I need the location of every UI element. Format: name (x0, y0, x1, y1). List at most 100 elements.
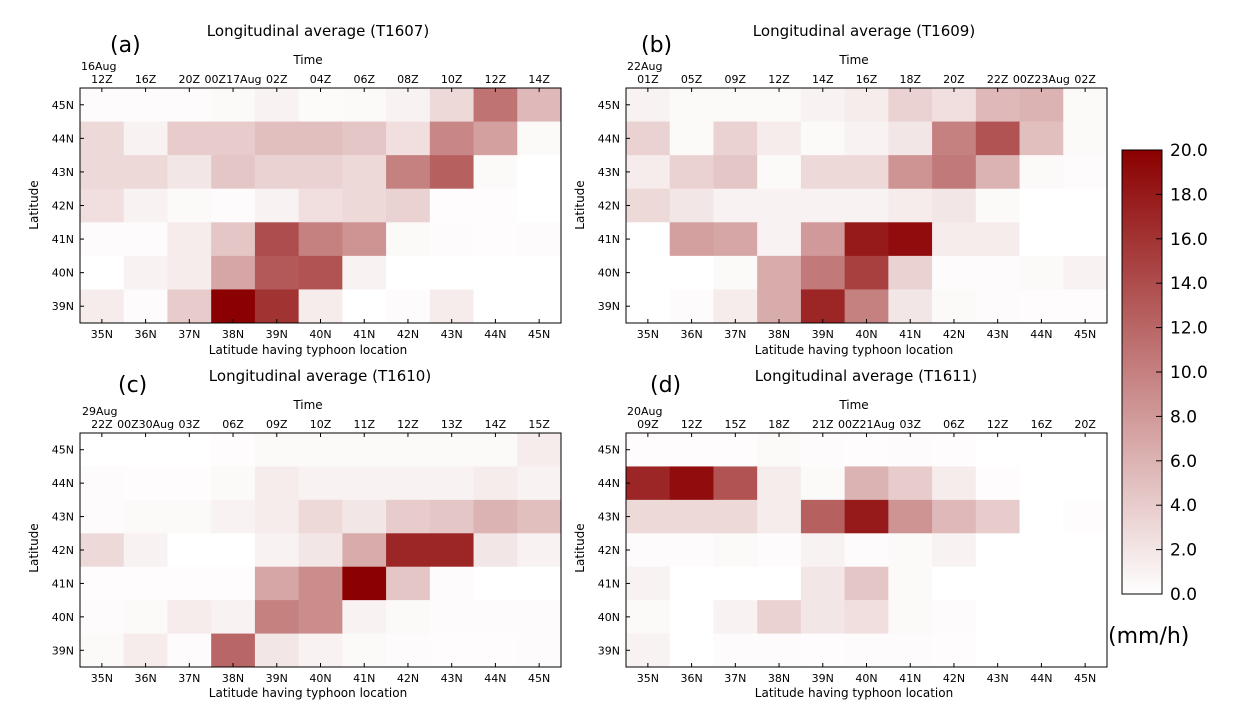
heatmap-cell (211, 255, 256, 290)
heatmap-cell (211, 155, 256, 190)
y-tick-label: 45N (52, 444, 74, 457)
colorbar-tick-label: 0.0 (1170, 585, 1197, 605)
heatmap-cell (254, 188, 300, 223)
x-tick-label: 44N (484, 328, 506, 341)
heatmap-cell (932, 600, 977, 634)
heatmap-cell (626, 566, 671, 601)
heatmap-cell (123, 88, 168, 122)
y-tick-label: 40N (598, 611, 620, 624)
heatmap-cell (386, 633, 431, 668)
heatmap-cell (800, 155, 846, 190)
panel-label: (d) (650, 373, 681, 398)
x-tick-label: 40N (309, 672, 331, 685)
heatmap-cell (888, 88, 933, 122)
top-tick-label: 12Z (485, 73, 507, 86)
colorbar-tick-label: 14.0 (1170, 274, 1208, 294)
heatmap-cell (626, 633, 671, 668)
heatmap-cell (888, 121, 933, 156)
heatmap-cell (123, 121, 168, 156)
heatmap-cell (386, 566, 431, 601)
top-tick-label: 09Z (725, 73, 747, 86)
heatmap-cell (167, 88, 212, 122)
heatmap-cell (975, 188, 1020, 223)
heatmap-cell (517, 155, 562, 190)
x-tick-label: 41N (899, 328, 921, 341)
x-tick-label: 35N (637, 672, 659, 685)
heatmap-cell (254, 466, 300, 501)
heatmap-cell (517, 255, 562, 290)
heatmap-cell (342, 533, 387, 568)
heatmap-cell (888, 466, 933, 501)
y-tick-label: 39N (52, 644, 74, 657)
heatmap-cell (211, 121, 256, 156)
heatmap-cell (298, 499, 343, 534)
heatmap-cell (800, 255, 846, 290)
heatmap-cell (713, 499, 758, 534)
x-tick-label: 36N (680, 328, 702, 341)
colorbar-tick-label: 18.0 (1170, 185, 1208, 205)
heatmap-cell (975, 533, 1020, 568)
heatmap-cell (342, 289, 387, 324)
heatmap-cell (342, 222, 387, 257)
heatmap-cell (713, 155, 758, 190)
top-tick-label: 05Z (681, 73, 703, 86)
heatmap-cell (888, 600, 933, 634)
heatmap-cell (123, 222, 168, 257)
heatmap-cell (386, 188, 431, 223)
top-tick-label: 02Z (1074, 73, 1096, 86)
heatmap-cell (517, 289, 562, 324)
panel-label: (b) (641, 33, 672, 58)
heatmap-cell (473, 533, 518, 568)
heatmap-cell (342, 155, 387, 190)
heatmap-cell (254, 121, 300, 156)
heatmap-cell (386, 155, 431, 190)
x-tick-label: 37N (178, 672, 200, 685)
panel-label: (c) (118, 373, 147, 398)
heatmap-cell (1063, 466, 1108, 501)
top-tick-label: 18Z (899, 73, 921, 86)
heatmap-cell (844, 600, 889, 634)
heatmap-cell (429, 155, 474, 190)
top-date-label: 22Aug (627, 60, 662, 73)
heatmap-cell (669, 121, 714, 156)
heatmap-cell (888, 155, 933, 190)
heatmap-cell (1063, 289, 1108, 324)
heatmap-cell (211, 88, 256, 122)
heatmap-cell (386, 533, 431, 568)
heatmap-cell (932, 155, 977, 190)
heatmap-cell (517, 600, 562, 634)
heatmap-cell (167, 289, 212, 324)
heatmap-cell (757, 188, 802, 223)
y-tick-label: 45N (52, 99, 74, 112)
heatmap-cell (800, 499, 846, 534)
x-tick-label: 43N (987, 672, 1009, 685)
heatmap-cell (975, 121, 1020, 156)
y-tick-label: 40N (598, 267, 620, 280)
heatmap-cell (713, 222, 758, 257)
heatmap-cell (211, 600, 256, 634)
heatmap-cells (80, 88, 562, 324)
heatmap-cell (386, 289, 431, 324)
heatmap-cell (473, 155, 518, 190)
heatmap-cell (669, 255, 714, 290)
x-tick-label: 40N (855, 328, 877, 341)
heatmap-cell (1019, 155, 1064, 190)
heatmap-cell (1019, 566, 1064, 601)
heatmap-cell (342, 466, 387, 501)
heatmap-cell (800, 633, 846, 668)
heatmap-cell (757, 289, 802, 324)
heatmap-cell (800, 121, 846, 156)
y-tick-label: 39N (598, 300, 620, 313)
x-tick-label: 38N (768, 672, 790, 685)
heatmap-cell (123, 633, 168, 668)
y-tick-label: 43N (52, 166, 74, 179)
top-tick-label: 09Z (266, 418, 288, 431)
top-axis-label: Time (292, 398, 322, 412)
heatmap-cell (932, 121, 977, 156)
x-tick-label: 44N (1030, 672, 1052, 685)
heatmap-cell (932, 433, 977, 467)
heatmap-cell (1019, 121, 1064, 156)
heatmap-cell (342, 433, 387, 467)
top-tick-label: 10Z (310, 418, 332, 431)
top-tick-label: 22Z (91, 418, 113, 431)
